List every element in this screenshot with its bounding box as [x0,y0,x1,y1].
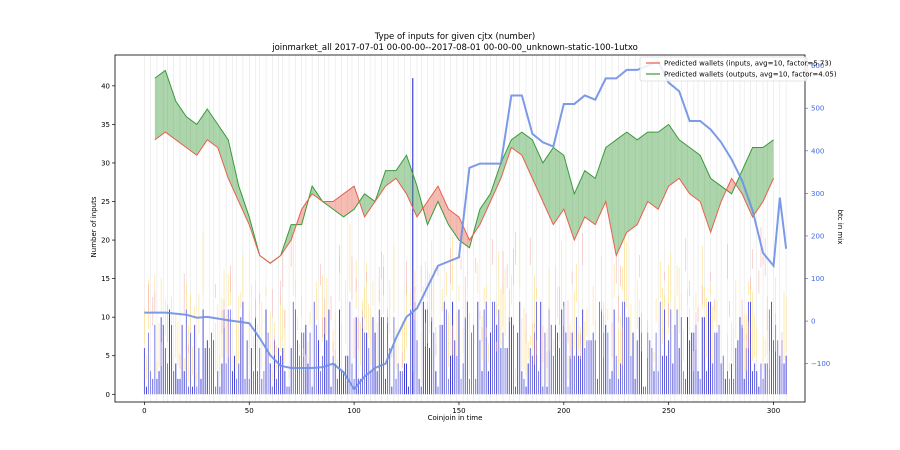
fill-segment [217,124,229,179]
fill-segment [448,209,459,241]
fill-segment [752,147,764,217]
y-right-tick-label: 0 [811,318,815,326]
y-tick-label: 0 [106,391,110,399]
x-axis-label: Coinjoin in time [428,414,483,422]
fill-segment [637,132,648,225]
fill-segment [626,132,638,233]
y-axis-right-label: btc in mix [836,210,844,245]
fill-segment [437,186,449,225]
x-tick-label: 0 [142,407,146,415]
x-tick-label: 200 [557,407,570,415]
line-series-inputs [154,131,774,264]
y-axis-label: Number of inputs [90,196,98,257]
fill-segment [563,155,575,241]
fill-layer [154,70,774,264]
fill-segment [595,147,606,225]
fill-segment [500,139,512,179]
legend: Predicted wallets (inputs, avg=10, facto… [639,56,837,82]
fill-segment [207,108,218,148]
fill-segment [228,139,239,202]
y-right-tick-label: 500 [811,105,824,113]
fill-segment [658,124,669,210]
fill-segment [427,186,438,225]
fill-segment [165,70,176,140]
x-ticks: 0 50 100 150 200 250 300 [142,402,780,415]
fill-segment [668,124,680,187]
y-tick-label: 20 [101,237,110,245]
fill-segment [417,186,423,217]
y-tick-label: 25 [101,198,110,206]
fill-segment [396,155,407,194]
fill-segment [731,178,736,194]
fill-segment [186,116,197,156]
bar-layer [143,78,787,395]
x-tick-label: 300 [767,407,780,415]
y-tick-label: 5 [106,352,110,360]
fill-segment [763,139,774,202]
fill-segment [689,147,701,202]
y-right-tick-label: −100 [811,360,830,368]
line-series-btc-in-mix [144,60,788,391]
legend-label-inputs: Predicted wallets (inputs, avg=10, facto… [664,60,832,68]
y-right-tick-label: 300 [811,190,824,198]
chart-title: Type of inputs for given cjtx (number) [374,32,536,42]
x-tick-label: 100 [347,407,360,415]
x-tick-label: 250 [662,407,675,415]
chart-subtitle: joinmarket_all 2017-07-01 00-00-00--2017… [271,43,638,53]
line-layer [144,60,788,391]
fill-segment [343,186,355,217]
legend-label-outputs: Predicted wallets (outputs, avg=10, fact… [664,71,837,79]
fill-segment [584,170,596,225]
plot-frame [114,54,806,403]
y-right-tick-label: 100 [811,275,824,283]
y-tick-label: 15 [101,275,110,283]
x-tick-label: 50 [245,407,254,415]
legend-box [639,56,808,82]
fill-segment [700,155,711,233]
fill-segment [154,70,166,140]
fill-segment [532,139,543,202]
fill-segment [710,178,722,233]
y-right-tick-label: 400 [811,147,824,155]
x-tick-label: 150 [452,407,465,415]
y-tick-label: 30 [101,159,110,167]
y-ticks: 0 5 10 15 20 25 30 35 40 [101,82,115,399]
y-ticks-right: −100 0 100 200 300 400 500 600 [805,62,830,368]
y-tick-label: 10 [101,314,110,322]
fill-segment [406,155,418,217]
fill-segment [679,139,690,194]
fill-segment [574,170,585,241]
y-right-tick-label: 200 [811,232,824,240]
fill-segment [553,147,564,225]
fill-segment [521,132,533,179]
fill-segment [238,186,250,225]
fill-segment [542,147,554,225]
fill-segment [616,132,627,256]
fill-segment [479,193,491,225]
y-tick-label: 40 [101,82,110,90]
fill-segment [605,139,617,256]
y-right-tick-label: 600 [811,62,824,70]
fill-segment [647,132,659,210]
fill-segment [490,162,501,202]
fill-segment [385,170,397,187]
y-tick-label: 35 [101,121,110,129]
